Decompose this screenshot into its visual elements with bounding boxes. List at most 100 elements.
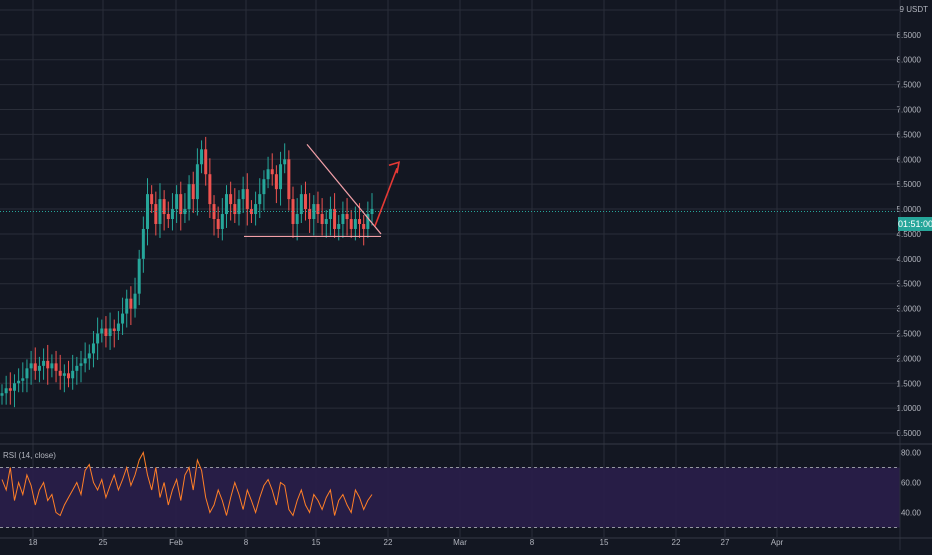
candle-body [21,378,25,381]
candle-body [29,363,33,369]
triangle-resistance-line[interactable] [306,143,382,235]
candle-body [216,219,220,229]
candle-body [141,228,145,259]
candle-body [100,328,104,334]
candle-body [54,363,58,371]
price-tick-label: 0.5000 [897,429,922,438]
candle-body [279,164,283,190]
candle-body [353,219,357,229]
price-tick-label: 2.0000 [897,354,922,363]
candle-body [233,204,237,215]
candle-body [112,328,116,332]
candle-body [42,360,46,366]
candle-body [91,343,95,354]
time-tick-label: 22 [384,538,393,547]
candle-body [295,214,299,224]
rsi-label[interactable]: RSI (14, close) [3,451,56,460]
price-tick-label: 8.0000 [897,56,922,65]
candle-body [366,214,370,229]
candle-body [299,194,303,215]
candle-body [166,214,170,220]
candle-body [204,149,208,175]
price-candles [0,136,900,408]
candle-body [324,219,328,224]
candle-body [71,370,75,379]
candle-body [170,209,174,220]
candle-body [179,194,183,215]
candle-body [17,380,21,384]
candle-body [8,388,12,391]
candle-body [50,363,54,369]
candle-body [274,174,278,190]
candle-body [46,360,50,369]
drawing-annotations[interactable] [244,143,401,238]
candle-body [154,204,158,224]
time-tick-label: 15 [312,538,321,547]
candle-body [262,179,266,195]
candle-body [237,199,241,215]
candle-body [358,219,362,224]
candle-body [283,159,287,165]
candle-body [33,363,37,371]
candle-body [320,214,324,224]
candle-body [83,358,87,364]
candle-body [67,373,71,379]
rsi-line [1,451,373,517]
candle-body [187,184,191,210]
price-tick-label: 5.5000 [897,180,922,189]
candle-body [291,199,295,224]
candle-body [241,189,245,200]
candle-body [183,209,187,215]
time-tick-label: 8 [530,538,535,547]
projection-arrow-head[interactable] [388,161,401,174]
candle-body [229,194,233,205]
time-tick-label: 27 [721,538,730,547]
candle-body [96,333,100,344]
rsi-tick-label: 40.00 [901,509,922,518]
candle-body [303,194,307,210]
candle-body [129,298,133,309]
candle-body [12,383,16,391]
projection-arrow-line[interactable] [374,167,398,227]
candle-body [345,214,349,220]
candle-body [162,199,166,215]
candle-body [25,368,29,379]
candle-body [245,189,249,210]
price-unit-label: 9 USDT [900,5,929,14]
candle-body [137,258,141,294]
candle-body [125,298,129,314]
candle-body [195,164,199,200]
price-tick-label: 3.5000 [897,280,922,289]
candle-body [337,223,341,229]
grid [0,0,900,537]
candle-body [341,214,345,224]
rsi-band-fill [0,467,900,528]
candle-body [308,209,312,220]
candle-body [266,169,270,180]
candle-body [200,149,204,165]
time-tick-label: 18 [29,538,38,547]
candle-body [37,365,41,371]
price-tick-label: 1.0000 [897,404,922,413]
candle-body [75,365,79,371]
time-tick-label: 22 [672,538,681,547]
price-tick-label: 6.0000 [897,155,922,164]
candle-body [0,393,4,396]
rsi-tick-label: 60.00 [901,479,922,488]
candle-body [212,204,216,220]
candle-body [150,194,154,205]
candle-body [254,204,258,215]
candle-body [333,209,337,229]
candle-body [220,214,224,229]
price-tick-label: 7.0000 [897,106,922,115]
candle-body [328,209,332,220]
candle-body [116,323,120,332]
rsi-series-line [1,451,373,517]
price-tick-label: 4.0000 [897,255,922,264]
candle-body [104,328,108,336]
candle-body [87,353,91,359]
candle-body [224,194,228,215]
time-tick-label: 25 [99,538,108,547]
